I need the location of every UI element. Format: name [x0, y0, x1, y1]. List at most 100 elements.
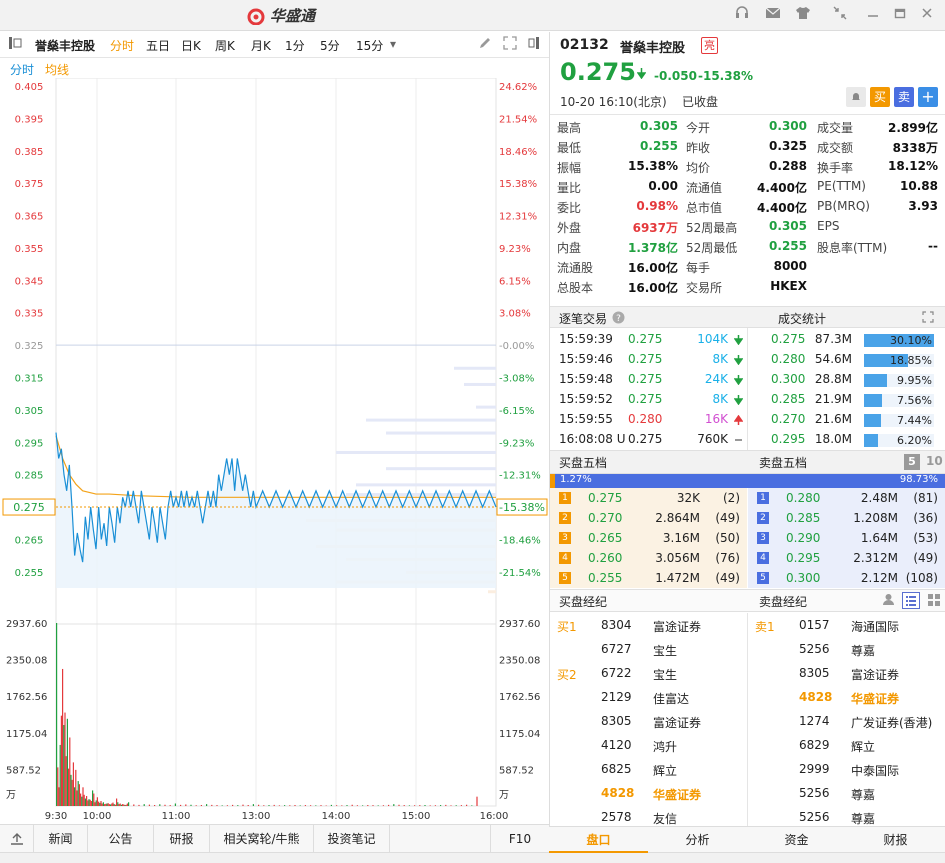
- tab-orderbook[interactable]: 盘口: [549, 827, 648, 853]
- broker-name[interactable]: 华盛证券: [653, 788, 702, 802]
- broker-name[interactable]: 富途证券: [653, 620, 702, 634]
- close-icon[interactable]: [918, 6, 936, 24]
- pen-icon[interactable]: [478, 36, 492, 53]
- broker-id[interactable]: 6829: [799, 738, 830, 752]
- grid-view-icon[interactable]: [927, 593, 941, 610]
- tab-research[interactable]: 研报: [154, 825, 210, 853]
- broker-id[interactable]: 5256: [799, 642, 830, 656]
- tab-period-monthly[interactable]: 月K: [251, 39, 271, 53]
- bid-row[interactable]: 1 0.275 32K (2): [550, 488, 747, 508]
- tab-warrants[interactable]: 相关窝轮/牛熊: [210, 825, 314, 853]
- broker-id[interactable]: 8305: [601, 714, 632, 728]
- broker-id[interactable]: 6825: [601, 762, 632, 776]
- broker-name[interactable]: 佳富达: [653, 692, 690, 706]
- expand-icon[interactable]: [503, 36, 517, 53]
- broker-name[interactable]: 鸿升: [653, 740, 678, 754]
- tab-announcements[interactable]: 公告: [88, 825, 154, 853]
- tab-news[interactable]: 新闻: [34, 825, 88, 853]
- broker-name[interactable]: 友信: [653, 812, 678, 826]
- depth-10-toggle[interactable]: 10: [926, 454, 943, 468]
- buy-button[interactable]: 买: [870, 87, 890, 107]
- volume-bar: [398, 804, 400, 806]
- maximize-icon[interactable]: [891, 6, 909, 24]
- tab-notes[interactable]: 投资笔记: [314, 825, 390, 853]
- bell-icon[interactable]: [846, 87, 866, 107]
- broker-id[interactable]: 4828: [799, 690, 833, 704]
- broker-name[interactable]: 尊嘉: [851, 788, 876, 802]
- tab-capital[interactable]: 资金: [784, 833, 809, 847]
- tab-average-line[interactable]: 均线: [45, 63, 70, 77]
- broker-name[interactable]: 宝生: [653, 668, 678, 682]
- broker-id[interactable]: 5256: [799, 810, 830, 824]
- tab-period-5min[interactable]: 5分: [320, 39, 340, 53]
- person-icon[interactable]: [882, 593, 895, 609]
- tab-intraday-line[interactable]: 分时: [10, 63, 35, 77]
- bid-row[interactable]: 3 0.265 3.16M (50): [550, 528, 747, 548]
- broker-name[interactable]: 华盛证券: [851, 692, 900, 706]
- broker-id[interactable]: 2999: [799, 762, 830, 776]
- broker-name[interactable]: 尊嘉: [851, 644, 876, 658]
- minimize-icon[interactable]: [864, 6, 882, 24]
- upload-icon[interactable]: [0, 825, 34, 853]
- tab-period-5day[interactable]: 五日: [146, 39, 171, 53]
- headset-icon[interactable]: [733, 6, 751, 24]
- tab-period-daily[interactable]: 日K: [181, 39, 201, 53]
- ask-row[interactable]: 2 0.285 1.208M (36): [748, 508, 945, 528]
- tab-analysis[interactable]: 分析: [685, 833, 710, 847]
- quote-label: EPS: [817, 219, 840, 233]
- broker-name[interactable]: 广发证券(香港): [851, 716, 933, 730]
- broker-name[interactable]: 富途证券: [653, 716, 702, 730]
- broker-name[interactable]: 尊嘉: [851, 812, 876, 826]
- broker-id[interactable]: 8305: [799, 666, 830, 680]
- quote-label: 量比: [557, 181, 582, 195]
- broker-name[interactable]: 宝生: [653, 644, 678, 658]
- broker-id[interactable]: 4120: [601, 738, 632, 752]
- mail-icon[interactable]: [764, 6, 782, 24]
- broker-id[interactable]: 6727: [601, 642, 632, 656]
- tab-f10[interactable]: F10: [490, 825, 549, 853]
- right-bottom-tabs: 盘口 分析 资金 财报: [549, 826, 945, 853]
- stat-price: 0.280: [771, 352, 806, 366]
- tab-period-15min[interactable]: 15分: [356, 39, 384, 53]
- expand-stats-icon[interactable]: [922, 311, 934, 326]
- ask-row[interactable]: 5 0.300 2.12M (108): [748, 568, 945, 588]
- depth-5-toggle[interactable]: 5: [904, 454, 920, 470]
- sell-button[interactable]: 卖: [894, 87, 914, 107]
- broker-id[interactable]: 2129: [601, 690, 632, 704]
- tab-period-1min[interactable]: 1分: [285, 39, 305, 53]
- bid-row[interactable]: 5 0.255 1.472M (49): [550, 568, 747, 588]
- broker-name[interactable]: 富途证券: [851, 668, 900, 682]
- list-view-icon[interactable]: [902, 592, 920, 609]
- broker-id[interactable]: 6722: [601, 666, 632, 680]
- broker-name[interactable]: 辉立: [653, 764, 678, 778]
- tab-financials[interactable]: 财报: [883, 833, 908, 847]
- broker-id[interactable]: 0157: [799, 618, 830, 632]
- ask-row[interactable]: 3 0.290 1.64M (53): [748, 528, 945, 548]
- broker-name[interactable]: 辉立: [851, 740, 876, 754]
- bid-row[interactable]: 2 0.270 2.864M (49): [550, 508, 747, 528]
- volume-bar: [284, 805, 286, 806]
- broker-id[interactable]: 4828: [601, 786, 635, 800]
- tab-period-weekly[interactable]: 周K: [215, 39, 235, 53]
- pct-tick-label: 24.62%: [499, 82, 537, 93]
- tab-period-intraday[interactable]: 分时: [110, 39, 135, 53]
- broker-id[interactable]: 8304: [601, 618, 632, 632]
- add-watchlist-button[interactable]: +: [918, 87, 938, 107]
- panel-toggle-icon[interactable]: [8, 36, 22, 53]
- chart-svg[interactable]: 0.405 24.62% 0.395 21.54% 0.385 18.46% 0.375 15…: [0, 77, 549, 824]
- ask-row[interactable]: 1 0.280 2.48M (81): [748, 488, 945, 508]
- broker-id[interactable]: 1274: [799, 714, 830, 728]
- shrink-icon[interactable]: [831, 6, 849, 24]
- broker-id[interactable]: 2578: [601, 810, 632, 824]
- help-icon[interactable]: ?: [612, 311, 625, 327]
- collapse-panel-icon[interactable]: [528, 36, 540, 53]
- ask-row[interactable]: 4 0.295 2.312M (49): [748, 548, 945, 568]
- bid-row[interactable]: 4 0.260 3.056M (76): [550, 548, 747, 568]
- volume-bar: [88, 799, 90, 806]
- chevron-down-icon[interactable]: ▾: [390, 37, 397, 51]
- broker-name[interactable]: 海通国际: [851, 620, 900, 634]
- broker-name[interactable]: 中泰国际: [851, 764, 900, 778]
- intraday-chart[interactable]: 0.405 24.62% 0.395 21.54% 0.385 18.46% 0.375 15…: [0, 77, 549, 824]
- broker-id[interactable]: 5256: [799, 786, 830, 800]
- shirt-icon[interactable]: [794, 6, 812, 24]
